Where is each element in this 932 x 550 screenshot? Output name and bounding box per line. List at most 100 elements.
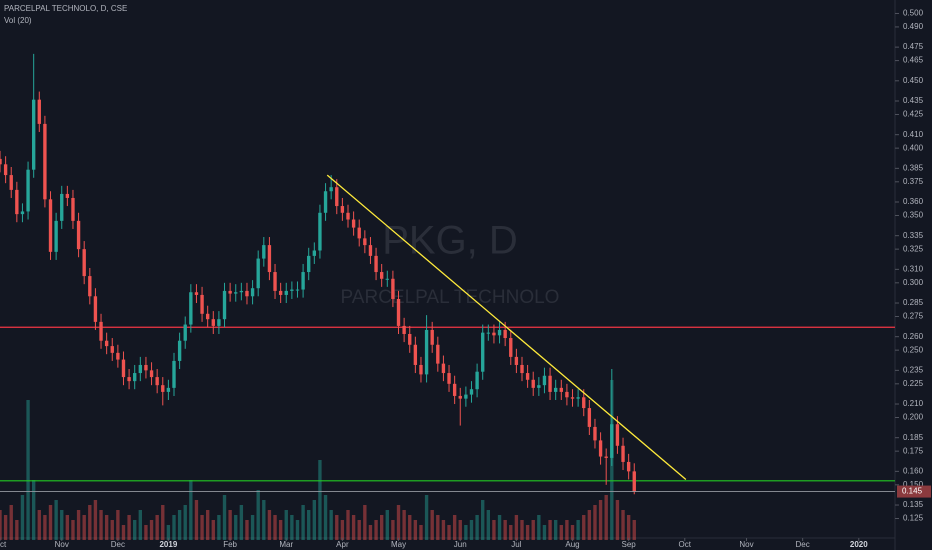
- volume-bar: [166, 525, 171, 540]
- volume-bar: [379, 515, 384, 540]
- candle-body: [402, 325, 406, 334]
- y-tick-label: 0.250: [903, 345, 924, 354]
- volume-bar: [262, 500, 266, 540]
- candle-body: [26, 169, 30, 212]
- volume-bar: [402, 510, 406, 540]
- volume-bar: [537, 515, 541, 540]
- x-tick-label: 2019: [159, 540, 177, 549]
- candle-body: [357, 227, 361, 239]
- candle-body: [632, 471, 636, 492]
- volume-bar: [65, 515, 70, 540]
- x-tick-label: Mar: [279, 540, 293, 549]
- y-tick-label: 0.175: [903, 446, 924, 455]
- x-tick-label: Oct: [0, 540, 7, 549]
- candle-body: [475, 371, 479, 390]
- candle-body: [71, 197, 75, 221]
- candle-body: [492, 332, 496, 336]
- x-tick-label: Aug: [565, 540, 579, 549]
- volume-bar: [323, 495, 328, 540]
- y-tick-label: 0.360: [903, 197, 924, 206]
- candle-body: [65, 193, 70, 198]
- volume-bar: [177, 510, 182, 540]
- candle-body: [88, 276, 92, 297]
- last-price-box: [897, 485, 931, 498]
- candle-body: [245, 290, 249, 297]
- candle-body: [593, 426, 597, 441]
- y-tick-label: 0.300: [903, 278, 924, 287]
- volume-bar: [9, 505, 13, 540]
- volume-bar: [604, 495, 608, 540]
- candle-body: [520, 364, 524, 374]
- x-tick-label: May: [391, 540, 406, 549]
- volume-bar: [0, 510, 2, 540]
- candle-body: [452, 383, 457, 396]
- volume-bar: [200, 515, 204, 540]
- volume-bar: [542, 525, 547, 540]
- volume-bar: [318, 460, 322, 540]
- y-tick-label: 0.490: [903, 22, 924, 31]
- x-tick-label: Dec: [796, 540, 810, 549]
- candle-body: [3, 164, 8, 176]
- candle-body: [531, 379, 535, 388]
- volume-bar: [486, 510, 491, 540]
- candle-body: [307, 255, 311, 273]
- volume-bar: [245, 520, 249, 540]
- volume-bar: [340, 520, 345, 540]
- candle-body: [262, 245, 266, 259]
- volume-bar: [301, 505, 305, 540]
- candle-body: [121, 359, 126, 378]
- volume-bar: [3, 515, 8, 540]
- candle-body: [54, 220, 58, 252]
- candle-body: [509, 338, 513, 357]
- candle-body: [351, 219, 356, 228]
- volume-bar: [626, 515, 631, 540]
- y-tick-label: 0.475: [903, 42, 924, 51]
- volume-bar: [447, 525, 451, 540]
- volume-bar: [413, 520, 418, 540]
- volume-bar: [295, 520, 300, 540]
- candle-body: [582, 397, 586, 409]
- volume-bar: [307, 510, 311, 540]
- volume-bar: [250, 515, 255, 540]
- candle-body: [441, 363, 446, 374]
- x-tick-label: Jul: [511, 540, 521, 549]
- volume-bar: [514, 515, 519, 540]
- volume-bar: [525, 525, 530, 540]
- candle-body: [76, 220, 81, 250]
- candle-body: [133, 373, 137, 382]
- candle-body: [323, 191, 328, 213]
- candle-body: [469, 389, 474, 395]
- candle-body: [48, 199, 53, 252]
- candle-body: [548, 375, 552, 392]
- y-tick-label: 0.335: [903, 231, 924, 240]
- plot: [0, 53, 895, 540]
- candle-body: [340, 206, 345, 213]
- candle-body: [20, 211, 25, 215]
- volume-bar: [582, 515, 586, 540]
- candle-body: [301, 272, 305, 290]
- candle-body: [576, 397, 580, 399]
- volume-bar: [31, 480, 36, 540]
- watermark-sub: PARCELPAL TECHNOLO: [341, 287, 560, 308]
- candle-body: [234, 292, 238, 294]
- last-price-label: 0.145: [902, 487, 923, 496]
- volume-bar: [211, 520, 215, 540]
- candle-body: [329, 187, 333, 192]
- volume-bar: [475, 515, 479, 540]
- volume-bar: [99, 510, 103, 540]
- candle-body: [82, 249, 86, 277]
- volume-bar: [509, 525, 513, 540]
- y-tick-label: 0.135: [903, 500, 924, 509]
- candle-body: [239, 290, 244, 293]
- volume-bar: [37, 510, 41, 540]
- volume-bar: [149, 520, 154, 540]
- candle-body: [553, 387, 558, 392]
- candle-body: [604, 456, 608, 458]
- volume-bar: [43, 515, 47, 540]
- volume-bar: [548, 520, 552, 540]
- candle-body: [486, 332, 491, 334]
- candle-body: [424, 329, 429, 375]
- candle-body: [116, 352, 120, 360]
